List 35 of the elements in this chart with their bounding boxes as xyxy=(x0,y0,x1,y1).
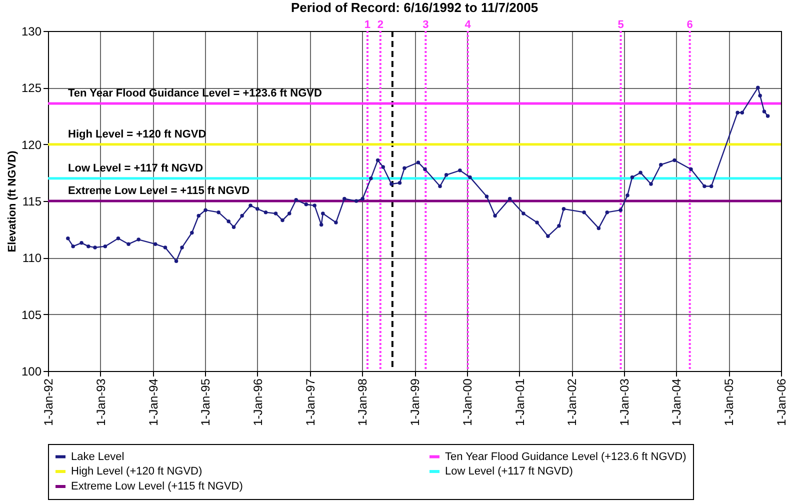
ref-line-label: 1 xyxy=(364,19,371,31)
y-tick-label: 105 xyxy=(21,308,42,322)
legend-label: Low Level (+117 ft NGVD) xyxy=(445,466,573,478)
x-tick-label: 1-Jan-04 xyxy=(670,378,684,426)
legend-label: Ten Year Flood Guidance Level (+123.6 ft NGVD) xyxy=(445,450,686,463)
y-tick-label: 115 xyxy=(22,194,42,208)
y-tick-label: 110 xyxy=(22,251,42,266)
y-tick-label: 125 xyxy=(21,81,42,96)
y-tick-label: 130 xyxy=(21,24,42,38)
x-tick-label: 1-Jan-01 xyxy=(512,378,527,426)
legend-label: Lake Level xyxy=(71,450,124,463)
x-tick-label: 1-Jan-96 xyxy=(250,378,265,426)
ref-line-label: 5 xyxy=(618,19,624,31)
ref-line-label: 3 xyxy=(422,19,429,31)
y-axis-title: Elevation (ft NGVD) xyxy=(6,150,18,252)
x-tick-label: 1-Jan-00 xyxy=(460,378,474,426)
x-tick-label: 1-Jan-03 xyxy=(617,378,632,426)
chart-title: Period of Record: 6/16/1992 to 11/7/2005 xyxy=(290,0,538,15)
x-tick-label: 1-Jan-06 xyxy=(774,378,788,426)
x-tick-label: 1-Jan-97 xyxy=(303,378,318,426)
x-tick-label: 1-Jan-02 xyxy=(565,378,580,426)
legend-label: Extreme Low Level (+115 ft NGVD) xyxy=(71,480,243,492)
x-tick-label: 1-Jan-95 xyxy=(198,378,213,426)
x-tick-label: 1-Jan-98 xyxy=(356,378,370,426)
x-tick-label: 1-Jan-99 xyxy=(408,378,422,426)
x-tick-label: 1-Jan-05 xyxy=(722,378,736,426)
ref-line-label: 6 xyxy=(686,19,693,31)
x-tick-label: 1-Jan-93 xyxy=(94,378,108,426)
y-tick-label: 120 xyxy=(21,138,42,152)
legend-label: High Level (+120 ft NGVD) xyxy=(71,466,202,478)
ref-line-label: 2 xyxy=(377,19,384,31)
x-tick-label: 1-Jan-92 xyxy=(42,378,56,426)
ref-line-label: 4 xyxy=(464,19,472,31)
y-tick-label: 100 xyxy=(21,364,42,378)
x-tick-label: 1-Jan-94 xyxy=(146,378,160,426)
